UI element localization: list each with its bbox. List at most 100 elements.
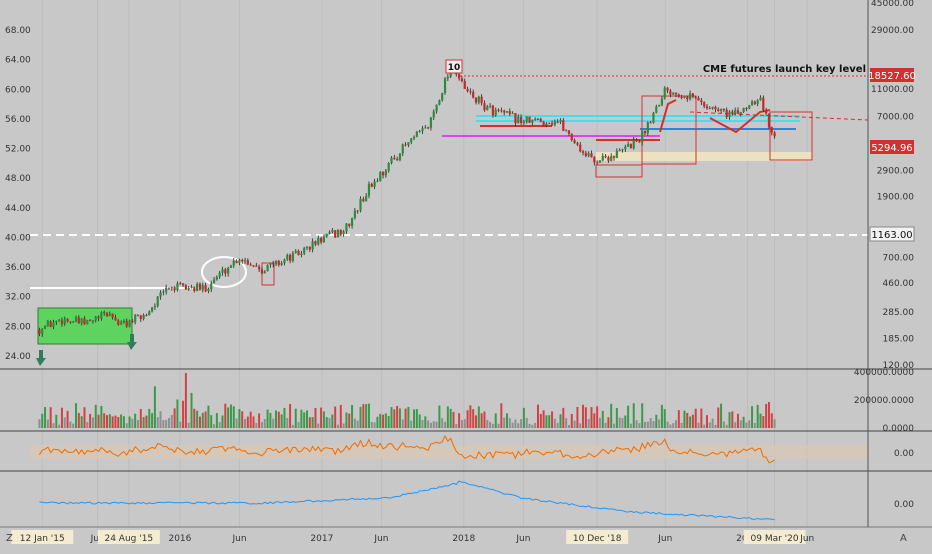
volume-bar — [134, 413, 137, 428]
candle-body — [387, 163, 390, 171]
candle-body — [466, 88, 469, 92]
volume-bar — [694, 408, 697, 428]
candle-body — [514, 113, 517, 124]
volume-bar — [511, 422, 514, 428]
candle-body — [373, 181, 376, 187]
candle-body — [111, 313, 114, 318]
volume-bar — [579, 423, 582, 428]
time-axis-tick: Jun — [515, 534, 530, 544]
indicator-axis-tick: 0.00 — [894, 500, 914, 510]
candle-body — [325, 233, 328, 237]
candle-body — [584, 152, 587, 156]
candle-body — [503, 110, 506, 113]
candle-body — [384, 170, 387, 176]
candle-body — [58, 320, 61, 322]
volume-bar — [576, 406, 579, 428]
candle-body — [159, 292, 162, 297]
red-zigzag — [709, 109, 771, 134]
volume-bar — [522, 407, 525, 428]
candle-body — [612, 156, 616, 158]
volume-bar — [649, 417, 652, 428]
volume-bar — [269, 412, 272, 428]
volume-bar — [97, 414, 100, 428]
candle-body — [680, 97, 683, 99]
time-axis-tick: 2016 — [168, 534, 191, 544]
candle-body — [229, 265, 233, 268]
volume-bar — [655, 414, 658, 428]
volume-bar — [463, 419, 466, 428]
volume-bar — [675, 420, 678, 428]
candle-body — [469, 91, 472, 93]
volume-bar — [44, 407, 47, 428]
candle-body — [215, 276, 218, 280]
candle-body — [128, 320, 131, 327]
right-axis[interactable]: 45000.00 29000.00 11000.00 7000.00 2900.00 19… — [871, 0, 914, 371]
candle-body — [688, 93, 692, 100]
candle-body — [463, 81, 466, 89]
candle-body — [550, 123, 554, 125]
volume-bar — [336, 424, 339, 428]
volume-bar — [373, 422, 376, 428]
volume-bar — [314, 407, 317, 428]
candle-body — [263, 271, 266, 274]
candle-body — [150, 307, 154, 312]
candle-body — [221, 269, 224, 273]
candle-body — [359, 198, 362, 211]
left-axis-tick: 48.00 — [5, 174, 31, 184]
volume-bar — [328, 417, 331, 428]
volume-bar — [213, 424, 216, 428]
volume-bar — [91, 417, 94, 428]
volume-bar — [556, 422, 559, 428]
candle-body — [238, 259, 241, 264]
left-axis-tick: 36.00 — [5, 263, 31, 273]
volume-bar — [607, 417, 610, 428]
candle-body — [576, 143, 579, 145]
time-axis-tick: 24 Aug '15 — [104, 534, 153, 544]
volume-bar — [260, 422, 263, 428]
candle-body — [249, 264, 252, 266]
candle-body — [393, 157, 396, 160]
volume-bar — [66, 410, 69, 428]
volume-bar — [246, 416, 249, 428]
candle-body — [756, 100, 759, 104]
candle-body — [184, 285, 187, 290]
support-level-label: 1163.00 — [871, 230, 912, 241]
volume-bar — [114, 415, 117, 428]
candle-body — [379, 172, 382, 181]
left-axis-tick: 44.00 — [5, 204, 31, 214]
candle-body — [300, 253, 303, 256]
current-price-label: 5294.96 — [871, 143, 912, 154]
volume-bar — [283, 407, 286, 428]
volume-bar — [244, 419, 247, 428]
price-pane[interactable] — [30, 0, 868, 368]
volume-bar — [624, 415, 627, 428]
candle-body — [624, 146, 627, 150]
candle-body — [201, 285, 204, 290]
volume-bar — [663, 409, 666, 428]
volume-bar — [686, 412, 689, 428]
candle-body — [390, 157, 393, 164]
candle-body — [691, 93, 695, 97]
volume-bar — [610, 403, 613, 428]
volume-bar — [77, 413, 80, 428]
left-axis[interactable]: 68.00 64.00 60.00 56.00 52.00 48.00 44.00 40.00… — [5, 26, 31, 362]
candle-body — [170, 287, 173, 289]
candle-body — [525, 116, 528, 123]
candle-body — [94, 316, 97, 321]
candle-body — [52, 322, 55, 327]
volume-bar — [717, 407, 720, 428]
zoom-button[interactable]: Z — [6, 533, 13, 544]
time-axis[interactable]: 12 Jan '15 Jun 24 Aug '15 2016 Jun 2017 Jun 201… — [11, 530, 814, 544]
time-axis-tick: 2018 — [452, 534, 475, 544]
volume-bar — [520, 419, 523, 428]
sub-pane-axes[interactable]: 400000.0000 200000.0000 0.0000 0.00 0.00 — [854, 368, 914, 510]
candle-body — [598, 160, 602, 163]
candle-body — [252, 265, 255, 267]
auto-scale-button[interactable]: A — [900, 533, 907, 544]
candle-body — [545, 123, 548, 126]
time-tick-highlight — [566, 530, 629, 544]
volume-bar — [565, 418, 568, 428]
indicator-pane[interactable] — [30, 472, 868, 527]
candle-body — [235, 260, 238, 264]
